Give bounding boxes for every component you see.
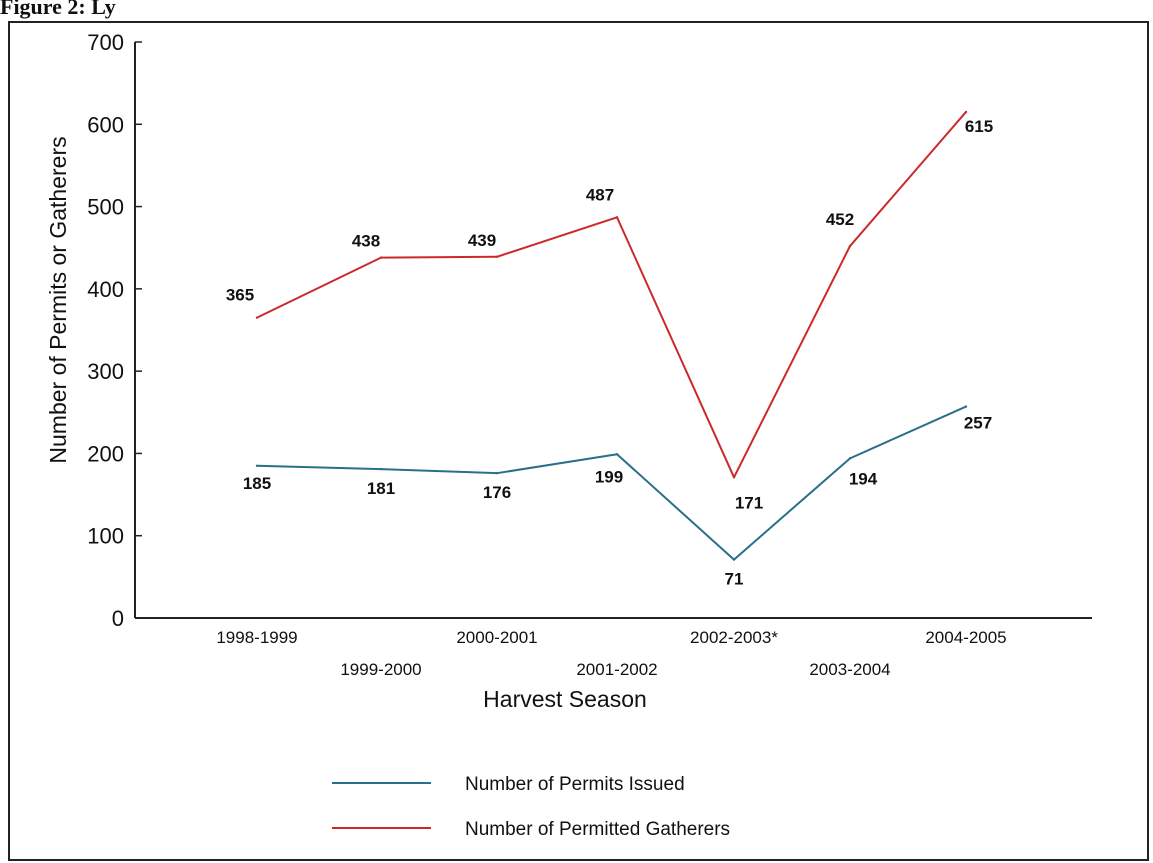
data-label: 71 xyxy=(725,570,744,589)
data-point xyxy=(732,476,736,479)
data-point xyxy=(615,453,619,456)
x-tick-label: 2000-2001 xyxy=(456,628,537,647)
data-label: 194 xyxy=(849,469,878,488)
data-point xyxy=(732,558,736,561)
data-point xyxy=(964,110,968,114)
data-label: 257 xyxy=(964,414,992,433)
chart-border xyxy=(8,21,1149,861)
y-axis-title: Number of Permits or Gatherers xyxy=(45,136,71,463)
data-label: 438 xyxy=(352,232,380,251)
data-point xyxy=(379,467,383,471)
data-label: 439 xyxy=(468,231,496,250)
data-label: 171 xyxy=(735,493,763,512)
data-point xyxy=(495,255,499,258)
y-tick-label: 400 xyxy=(87,277,124,302)
data-point xyxy=(848,457,852,460)
data-point xyxy=(615,216,619,219)
data-label: 452 xyxy=(826,210,854,229)
y-tick-label: 600 xyxy=(87,112,124,137)
y-tick-label: 300 xyxy=(87,359,124,384)
x-tick-label: 1999-2000 xyxy=(340,660,421,679)
data-label: 176 xyxy=(483,483,511,502)
x-tick-label: 2002-2003* xyxy=(690,628,778,647)
data-point xyxy=(848,244,852,248)
legend-label: Number of Permitted Gatherers xyxy=(465,819,730,840)
data-label: 365 xyxy=(226,286,254,305)
y-tick-label: 700 xyxy=(87,30,124,55)
data-point xyxy=(379,256,383,259)
legend: Number of Permits Issued Number of Permit… xyxy=(332,774,730,840)
x-tick-label: 2001-2002 xyxy=(576,660,657,679)
data-point xyxy=(495,471,499,475)
y-axis-ticks: 0 100 200 300 400 500 600 700 xyxy=(87,30,142,631)
legend-label: Number of Permits Issued xyxy=(465,774,685,795)
data-label: 615 xyxy=(965,117,993,136)
header-fragment: Figure 2: Ly xyxy=(0,0,116,19)
x-tick-label: 2003-2004 xyxy=(809,660,890,679)
x-axis-labels: 1998-1999 1999-2000 2000-2001 2001-2002 2002… xyxy=(216,628,1006,679)
data-label: 199 xyxy=(595,467,623,486)
x-tick-label: 2004-2005 xyxy=(925,628,1006,647)
data-point xyxy=(255,316,259,319)
y-tick-label: 0 xyxy=(112,606,124,631)
data-label: 487 xyxy=(586,185,614,204)
series-line xyxy=(256,111,967,479)
y-tick-label: 100 xyxy=(87,524,124,549)
x-tick-label: 1998-1999 xyxy=(216,628,297,647)
y-tick-label: 500 xyxy=(87,195,124,220)
series-layer: 185 181 176 199 71 194 257 365 438 439 487 171 452 61… xyxy=(226,110,993,589)
x-axis-title: Harvest Season xyxy=(483,686,647,712)
y-tick-label: 200 xyxy=(87,441,124,466)
data-label: 181 xyxy=(367,479,395,498)
data-point xyxy=(964,405,968,408)
data-point xyxy=(255,464,259,467)
data-label: 185 xyxy=(243,474,271,493)
